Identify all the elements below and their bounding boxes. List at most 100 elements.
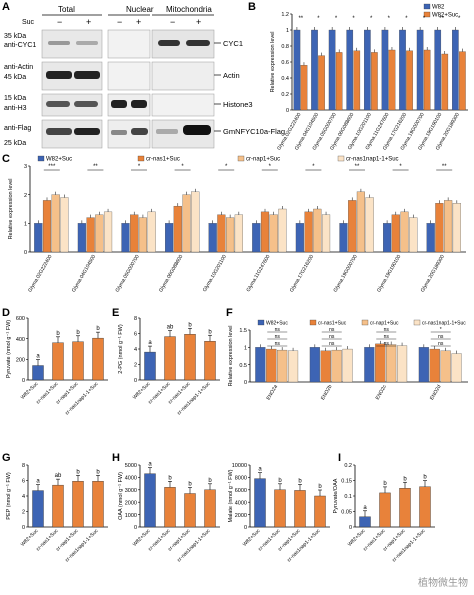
bar-c xyxy=(400,211,409,253)
panel-f-ytick-label: 0.5 xyxy=(239,363,247,369)
bar-b xyxy=(423,49,431,111)
sig-mark: ns xyxy=(384,334,390,340)
panel-d-ytick-label: 0 xyxy=(22,378,25,384)
bar-e xyxy=(144,351,156,381)
panel-b-ytick-label: 1.2 xyxy=(281,12,289,18)
panel-g-ytick-label: 0 xyxy=(22,525,25,531)
bar-d xyxy=(72,341,84,381)
bar-h2 xyxy=(274,489,286,528)
bar-b xyxy=(406,50,413,111)
bar-b xyxy=(328,29,336,111)
sig-mark: * xyxy=(317,16,320,22)
bar-c xyxy=(260,211,270,253)
sig-mark: ns xyxy=(275,341,281,347)
bar-b xyxy=(364,29,371,111)
panel-i-ylabel: Pyruvate/OAA xyxy=(333,478,339,513)
panel-h1-ytick-label: 4000 xyxy=(125,476,137,482)
panel-letter-i: I xyxy=(338,452,341,464)
suc-sign-1: − xyxy=(57,17,62,27)
bar-b xyxy=(434,29,442,111)
suc-sign-4: + xyxy=(136,17,141,27)
x-tick-label: Glyma.17G216200 xyxy=(289,254,315,294)
bar-d xyxy=(32,365,44,381)
x-tick-label: ENO2a xyxy=(266,384,280,401)
x-tick-label: Glyma.02G222400 xyxy=(27,254,53,294)
panel-e-ylabel: 2-PG (nmol g⁻¹ FW) xyxy=(118,324,124,374)
panel-h2-ytick-label: 2000 xyxy=(235,513,247,519)
right-label-flag: GmNFYC10a-Flag xyxy=(223,127,285,136)
sig-mark: * xyxy=(335,16,338,22)
sig-mark: ns xyxy=(384,327,390,333)
panel-h2-ytick-label: 6000 xyxy=(235,488,247,494)
panel-i-ytick-label: 0.15 xyxy=(341,479,352,485)
panel-h2-ylabel: Malate (nmol g⁻¹ FW) xyxy=(228,469,234,522)
legend-label: W82 xyxy=(432,5,445,11)
bar-c xyxy=(356,191,365,253)
sig-mark: ns xyxy=(438,334,444,340)
legend-label: cr-nas1nap1-1+Suc xyxy=(346,157,399,163)
col-header-total: Total xyxy=(58,5,75,14)
panel-f-ytick-label: 1 xyxy=(244,346,247,352)
panel-b-ytick-label: 0.2 xyxy=(281,92,289,98)
bar-c xyxy=(391,214,400,253)
bar-b xyxy=(311,29,318,111)
suc-sign-6: + xyxy=(196,17,201,27)
sig-mark: * xyxy=(225,164,228,170)
bar-g xyxy=(92,481,104,528)
panel-h1-ytick-label: 5000 xyxy=(125,463,137,469)
bar-c xyxy=(182,194,191,253)
sig-letter: a xyxy=(258,467,262,473)
x-tick-label: Glyma.11G247600 xyxy=(246,254,272,293)
col-header-mitochondria: Mitochondria xyxy=(166,5,212,14)
sig-mark: * xyxy=(399,164,402,170)
left-name-actin: anti-Actin xyxy=(4,64,33,71)
bar-b xyxy=(318,55,325,111)
bar-c xyxy=(269,214,278,253)
bar-c xyxy=(365,197,374,253)
x-tick-label: ENO2c xyxy=(375,384,389,401)
sig-mark: *** xyxy=(48,164,56,170)
legend-swatch xyxy=(423,3,431,10)
bar-c xyxy=(278,208,287,253)
bar-b xyxy=(416,29,424,111)
panel-i-ytick-label: 0.2 xyxy=(344,463,352,469)
watermark: 植物微生物 xyxy=(418,578,468,589)
left-kda-flag: 25 kDa xyxy=(4,140,26,147)
sig-mark: ns xyxy=(329,334,335,340)
sig-letter: a xyxy=(36,354,40,360)
panel-g-ytick-label: 8 xyxy=(22,463,25,469)
bar-c xyxy=(86,217,95,253)
bar-c xyxy=(34,223,43,253)
sig-mark: * xyxy=(138,164,141,170)
panel-i-ytick-label: 0.05 xyxy=(341,510,352,516)
sig-mark: ** xyxy=(442,164,447,170)
sig-letter: b xyxy=(383,481,387,487)
bar-f xyxy=(396,345,408,383)
bar-f xyxy=(342,348,353,383)
sig-letter: b xyxy=(96,469,100,475)
panel-h2-ytick-label: 10000 xyxy=(232,463,247,469)
bar-c xyxy=(304,211,313,253)
suc-sign-5: − xyxy=(170,17,175,27)
sig-letter: a xyxy=(36,479,40,485)
bar-b xyxy=(381,29,389,111)
bar-c xyxy=(77,223,86,253)
x-tick-label: Glyma.04G104500 xyxy=(71,254,97,294)
left-name-flag: anti-Flag xyxy=(4,125,31,132)
panel-c-ylabel: Relative expression level xyxy=(8,179,14,240)
sig-letter: b xyxy=(318,484,322,490)
panel-letter-g: G xyxy=(2,452,11,464)
bar-b xyxy=(346,29,354,111)
panel-i-ytick-label: 0.1 xyxy=(344,494,352,500)
bar-c xyxy=(60,197,69,253)
legend-swatch xyxy=(413,319,421,326)
bar-c xyxy=(339,223,348,253)
sig-letter: b xyxy=(298,478,302,484)
x-tick-label: Glyma.19G000700 xyxy=(333,254,359,294)
bar-f xyxy=(266,348,277,383)
bar-c xyxy=(165,223,174,253)
bar-g xyxy=(32,490,44,528)
bar-h2 xyxy=(314,495,326,528)
panel-e-ytick-label: 8 xyxy=(134,316,137,322)
